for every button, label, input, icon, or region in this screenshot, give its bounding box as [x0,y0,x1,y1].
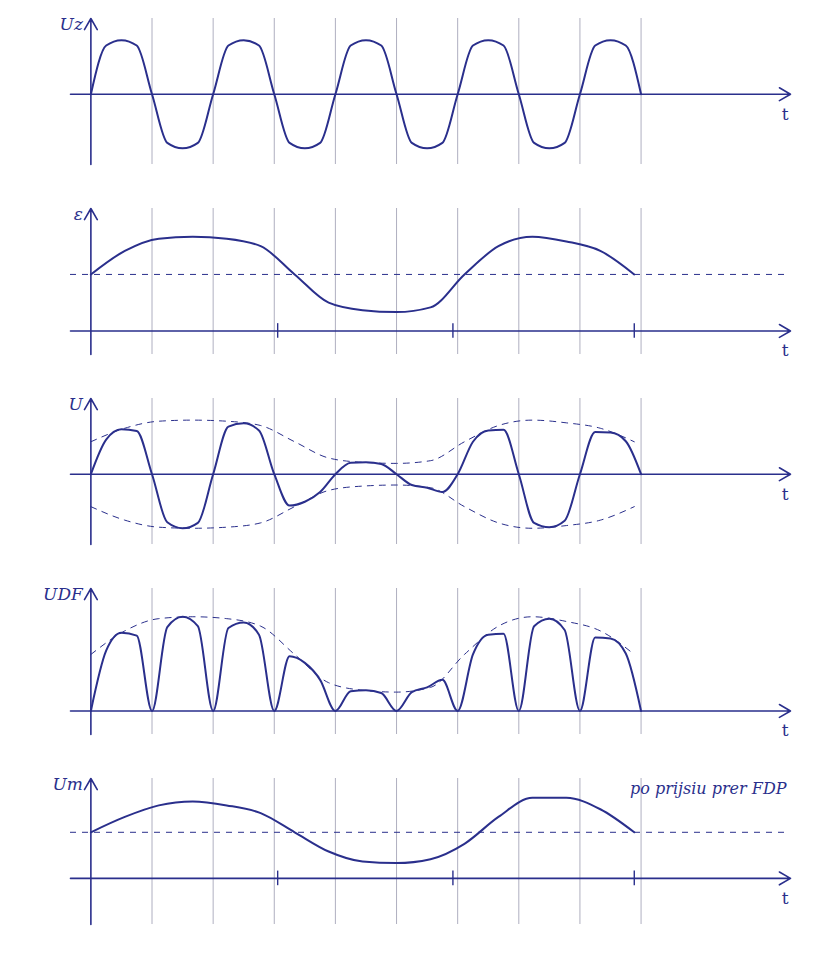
svg-text:ε: ε [74,204,83,224]
svg-text:t: t [782,888,789,908]
svg-text:UDF: UDF [43,584,84,604]
svg-text:t: t [782,340,789,360]
svg-text:t: t [782,720,789,740]
svg-text:t: t [782,104,789,124]
svg-text:Uz: Uz [60,14,84,34]
svg-text:t: t [782,484,789,504]
svg-text:po prijsiu prer FDP: po prijsiu prer FDP [630,779,787,798]
svg-text:U: U [69,394,84,414]
svg-text:Um: Um [52,774,82,794]
